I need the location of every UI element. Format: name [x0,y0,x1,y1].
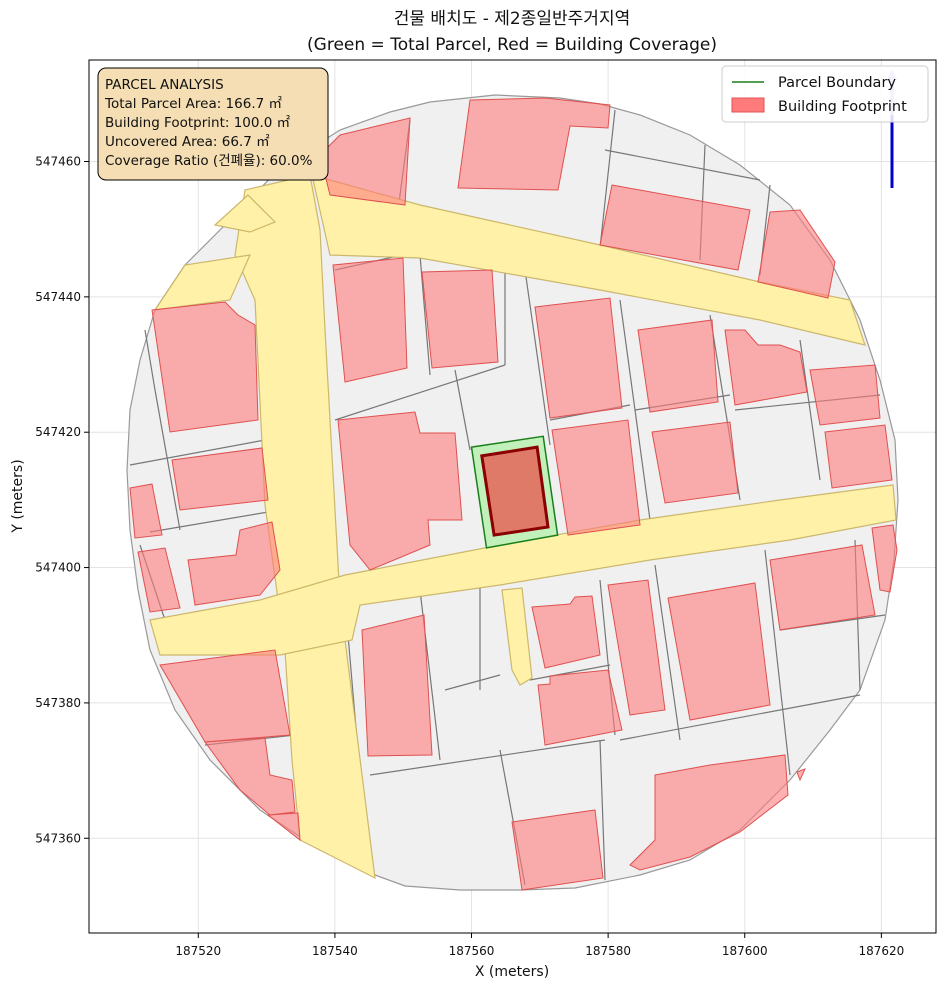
building [332,257,408,383]
legend-building-swatch [731,97,765,113]
building [651,421,739,504]
building [824,424,893,489]
x-tick-label: 187620 [858,944,904,958]
building [151,301,259,433]
y-tick-label: 547380 [35,696,81,710]
road-east-west [149,484,897,656]
y-tick-label: 547360 [35,831,81,845]
lot-line [619,694,861,741]
y-tick-label: 547420 [35,425,81,439]
x-axis-ticks: 187520 187540 187560 187580 187600 187620 [175,933,904,958]
x-tick-label: 187560 [449,944,495,958]
building [531,595,601,669]
legend-building-label: Building Footprint [778,99,907,115]
chart-title-line1: 건물 배치도 - 제2종일반주거지역 [394,9,630,29]
info-total-area: Total Parcel Area: 166.7 ㎡ [104,96,282,112]
building [629,754,789,871]
building [537,669,623,746]
info-coverage-ratio: Coverage Ratio (건폐율): 60.0% [105,153,313,169]
buildings [129,97,898,891]
lot-line [654,564,681,741]
legend: Parcel Boundary Building Footprint [721,65,929,123]
info-box-background [97,67,329,181]
y-axis-label: Y (meters) [10,459,26,533]
building [551,419,641,536]
lot-line [444,674,501,691]
lot-line [149,509,281,533]
info-box: PARCEL ANALYSIS Total Parcel Area: 166.7… [97,67,329,181]
building [421,269,499,369]
building [187,521,281,606]
lot-line [764,549,791,776]
lot-line [599,109,616,249]
building [809,364,881,426]
plot-area: 187520 187540 187560 187580 187600 187620 547… [35,59,937,958]
building-footprint [480,445,550,537]
lot-line [154,389,181,531]
building [796,768,806,782]
road-south-spur [501,587,533,686]
lot-line [129,439,266,466]
building [319,117,411,206]
building [457,97,611,191]
lot-line [454,369,471,451]
building [129,483,163,539]
building [769,544,876,631]
map-layer [126,70,899,891]
building [137,547,181,613]
info-building-footprint: Building Footprint: 100.0 ㎡ [105,115,291,131]
y-tick-label: 547460 [35,155,81,169]
legend-frame [721,65,929,123]
y-tick-label: 547400 [35,561,81,575]
lot-line [599,739,606,881]
y-axis-ticks: 547360 547380 547400 547420 547440 547460 [35,155,89,845]
lot-line [604,149,761,181]
x-tick-label: 187600 [722,944,768,958]
lot-line [144,329,156,391]
x-tick-label: 187540 [312,944,358,958]
building [607,579,666,716]
lot-line [529,664,611,681]
building [337,411,463,571]
building [511,809,604,891]
building [204,737,296,816]
building [171,447,269,511]
roads [149,174,897,880]
building [361,614,433,757]
road-west-spur [153,254,251,311]
y-tick-label: 547440 [35,290,81,304]
road-northwest-spur [213,194,277,233]
chart-title-line2: (Green = Total Parcel, Red = Building Co… [307,35,717,55]
building [724,329,808,406]
building [757,209,836,299]
building [159,649,291,743]
building [667,582,771,721]
lot-line [369,739,606,776]
building [871,524,898,593]
info-box-title: PARCEL ANALYSIS [105,77,224,93]
lot-line [334,364,506,421]
legend-parcel-label: Parcel Boundary [778,75,896,91]
lot-line [799,339,821,481]
building [534,297,623,419]
x-axis-label: X (meters) [475,964,549,980]
lot-line [419,254,431,376]
x-tick-label: 187580 [585,944,631,958]
road-north-diagonal [311,174,866,346]
building [599,184,751,271]
building [637,319,719,413]
info-uncovered-area: Uncovered Area: 66.7 ㎡ [105,134,270,150]
axes-frame [88,59,937,934]
building [266,812,301,842]
x-tick-label: 187520 [175,944,221,958]
